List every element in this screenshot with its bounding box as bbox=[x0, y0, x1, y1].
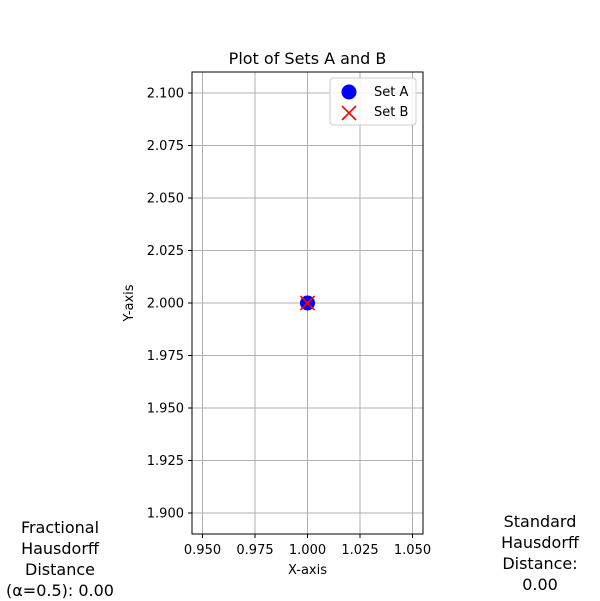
x-axis-ticks: 0.950 0.975 1.000 1.025 1.050 bbox=[184, 534, 431, 558]
y-tick-label: 2.000 bbox=[147, 297, 184, 312]
point-set-b-stroke bbox=[299, 295, 316, 311]
y-axis-ticks: 1.900 1.925 1.950 1.975 2.000 2.025 2.050 2.075… bbox=[147, 87, 192, 522]
x-tick-label: 1.050 bbox=[394, 543, 431, 558]
y-tick-label: 2.025 bbox=[147, 244, 184, 259]
x-axis-label: X-axis bbox=[288, 563, 327, 578]
fractional-hausdorff-text: Fractional Hausdorff Distance (α=0.5): 0… bbox=[6, 518, 114, 600]
legend-label-set-a: Set A bbox=[374, 85, 408, 100]
y-tick-label: 2.075 bbox=[147, 139, 184, 154]
y-tick-label: 2.050 bbox=[147, 192, 184, 207]
y-axis-label: Y-axis bbox=[122, 284, 137, 322]
x-tick-label: 0.950 bbox=[184, 543, 221, 558]
x-tick-label: 1.025 bbox=[341, 543, 378, 558]
y-tick-label: 1.975 bbox=[147, 349, 184, 364]
legend-x-icon bbox=[341, 105, 357, 121]
data-points bbox=[299, 295, 316, 311]
legend-circle-icon bbox=[341, 84, 357, 100]
point-set-b bbox=[299, 295, 316, 311]
legend-label-set-b: Set B bbox=[374, 105, 408, 120]
legend: Set A Set B bbox=[329, 77, 417, 126]
y-tick-label: 2.100 bbox=[147, 87, 184, 102]
chart-title: Plot of Sets A and B bbox=[229, 49, 387, 68]
y-tick-label: 1.900 bbox=[147, 507, 184, 522]
x-tick-label: 1.000 bbox=[289, 543, 326, 558]
y-tick-label: 1.950 bbox=[147, 402, 184, 417]
x-tick-label: 0.975 bbox=[236, 543, 273, 558]
standard-hausdorff-text: Standard Hausdorff Distance: 0.00 bbox=[501, 512, 579, 594]
y-tick-label: 1.925 bbox=[147, 454, 184, 469]
